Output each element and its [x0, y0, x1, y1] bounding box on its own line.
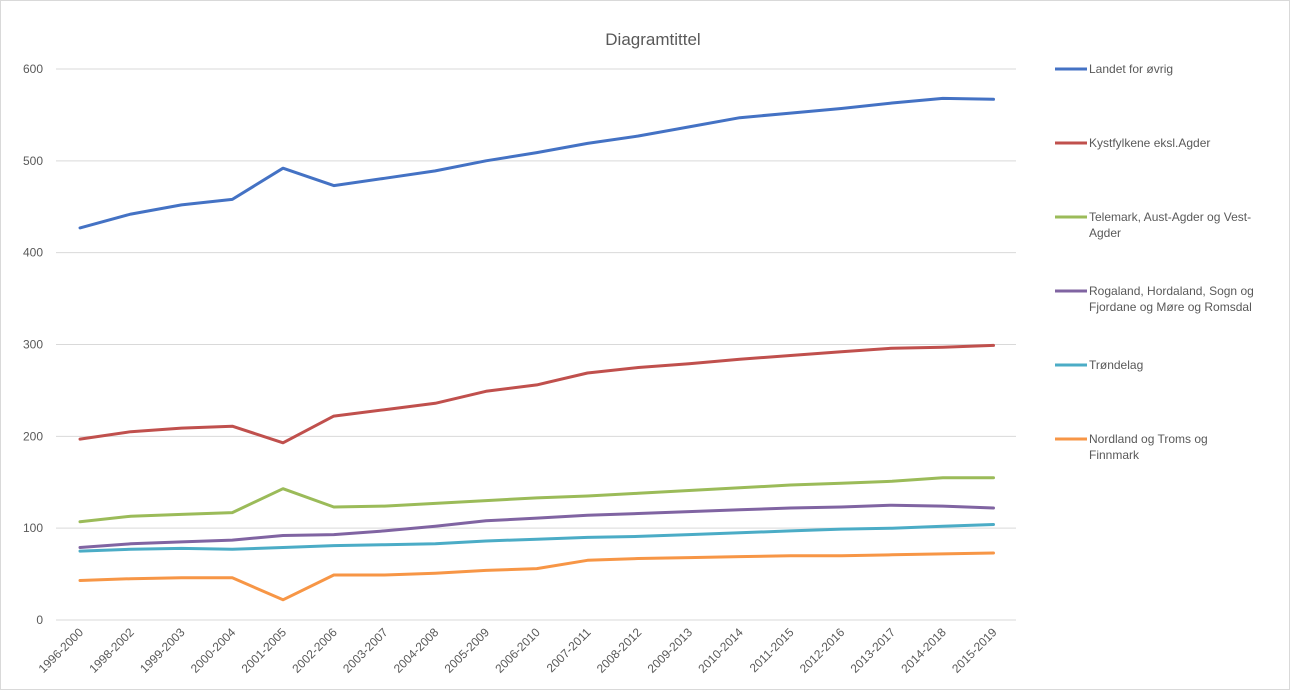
- legend-item: Trøndelag: [1055, 358, 1143, 372]
- y-tick-label: 600: [23, 62, 43, 76]
- x-tick-label: 2000-2004: [188, 625, 239, 676]
- legend-item: Rogaland, Hordaland, Sogn og Fjordane og …: [1055, 284, 1254, 314]
- x-axis-ticks: 1996-2000 1998-2002 1999-2003 2000-2004 2001…: [36, 625, 1000, 676]
- series-line-5: [78, 523, 995, 553]
- x-tick-label: 1996-2000: [36, 625, 87, 676]
- gridlines: [56, 68, 1016, 621]
- legend-item: Kystfylkene eksl.Agder: [1055, 136, 1210, 150]
- x-tick-label: 2002-2006: [289, 625, 340, 676]
- legend-item: Landet for øvrig: [1055, 62, 1173, 76]
- x-tick-label: 2011-2015: [747, 625, 797, 675]
- series-line-1: [78, 96, 995, 230]
- series-lines: [78, 96, 995, 602]
- y-tick-label: 100: [23, 521, 43, 535]
- y-tick-label: 0: [36, 613, 43, 627]
- x-tick-label: 2005-2009: [442, 625, 493, 676]
- y-tick-label: 300: [23, 338, 43, 352]
- x-tick-label: 2007-2011: [544, 625, 594, 675]
- series-line-6: [78, 551, 995, 602]
- legend-label: Rogaland, Hordaland, Sogn og Fjordane og …: [1089, 284, 1254, 314]
- x-tick-label: 1999-2003: [137, 625, 188, 676]
- x-tick-label: 2006-2010: [492, 625, 543, 676]
- legend-label: Trøndelag: [1089, 358, 1143, 372]
- legend-item: Telemark, Aust-Agder og Vest-Agder: [1055, 210, 1251, 240]
- series-line-2: [78, 343, 995, 445]
- legend-label: Kystfylkene eksl.Agder: [1089, 136, 1210, 150]
- legend-label: Telemark, Aust-Agder og Vest-Agder: [1089, 210, 1251, 240]
- y-tick-label: 200: [23, 429, 43, 443]
- x-tick-label: 1998-2002: [86, 625, 137, 676]
- x-tick-label: 2003-2007: [340, 625, 391, 676]
- x-tick-label: 2013-2017: [848, 625, 899, 676]
- y-tick-label: 400: [23, 246, 43, 260]
- legend-item: Nordland og Troms og Finnmark: [1055, 432, 1208, 462]
- legend-label: Landet for øvrig: [1089, 62, 1173, 76]
- x-tick-label: 2008-2012: [594, 625, 645, 676]
- x-tick-label: 2001-2005: [239, 625, 290, 676]
- x-tick-label: 2010-2014: [695, 625, 746, 676]
- series-line-4: [78, 503, 995, 549]
- x-tick-label: 2004-2008: [391, 625, 442, 676]
- legend-label: Nordland og Troms og Finnmark: [1089, 432, 1208, 462]
- x-tick-label: 2014-2018: [898, 625, 949, 676]
- y-axis-ticks: 0 100 200 300 400 500 600: [23, 62, 43, 627]
- chart-title: Diagramtittel: [605, 30, 700, 49]
- x-tick-label: 2012-2016: [797, 625, 848, 676]
- series-line-3: [78, 476, 995, 524]
- legend: Landet for øvrig Kystfylkene eksl.Agder Te…: [1055, 62, 1254, 462]
- y-tick-label: 500: [23, 154, 43, 168]
- x-tick-label: 2015-2019: [949, 625, 1000, 676]
- x-tick-label: 2009-2013: [645, 625, 696, 676]
